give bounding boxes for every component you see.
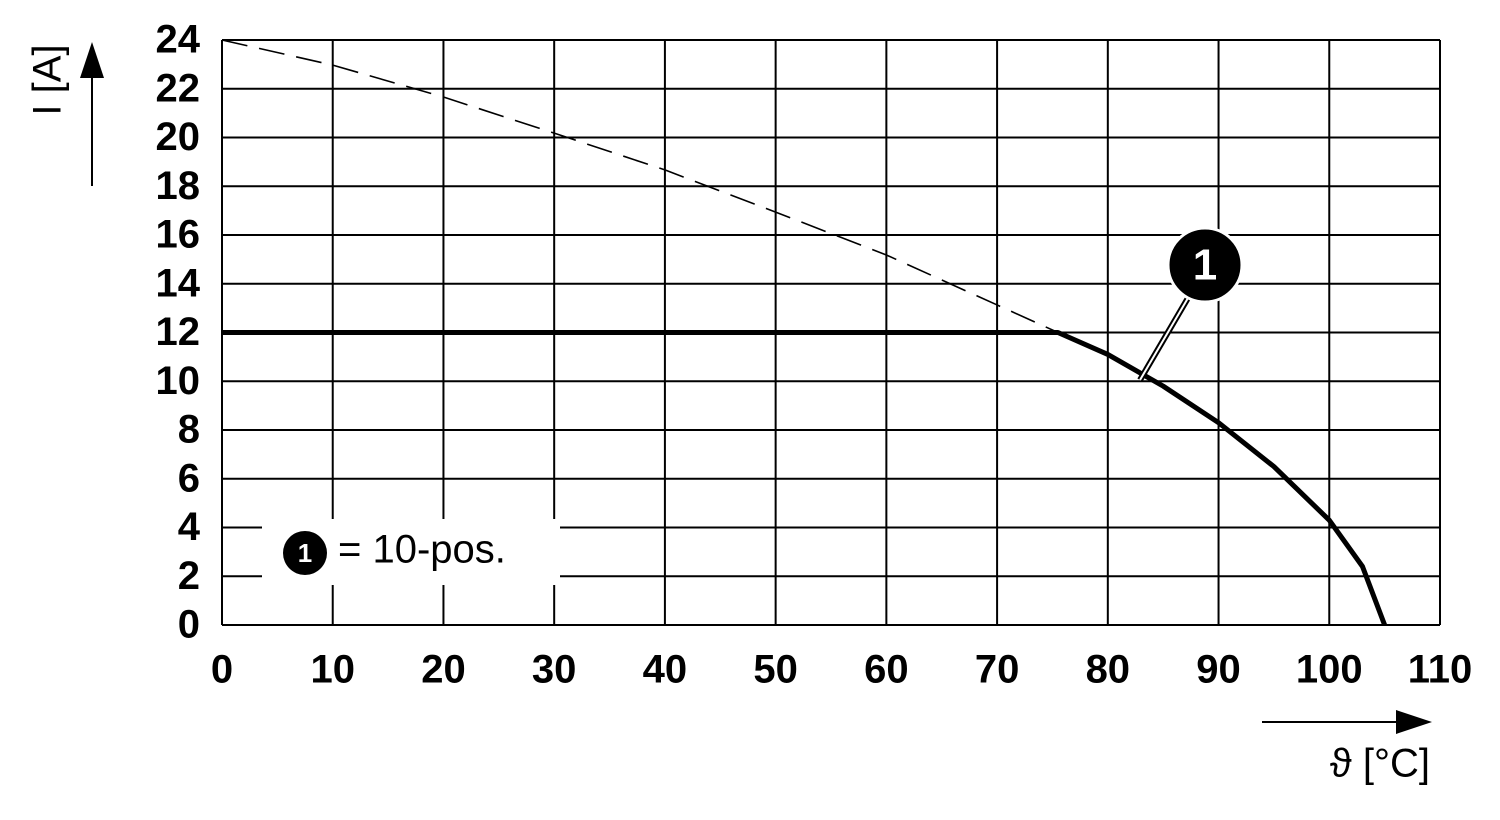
y-tick-label: 16 [156,213,201,257]
y-tick-label: 6 [178,456,200,500]
y-tick-label: 14 [156,261,201,305]
x-tick-label: 0 [211,648,233,692]
y-tick-label: 2 [178,554,200,598]
x-tick-label: 100 [1296,648,1363,692]
y-tick-label: 22 [156,66,201,110]
x-axis-label: ϑ [°C] [1330,742,1430,786]
y-tick-label: 12 [156,310,201,354]
y-tick-label: 0 [178,603,200,647]
callout-pointer [1139,297,1189,381]
x-tick-label: 70 [975,648,1020,692]
legend-text: = 10-pos. [338,528,506,572]
x-tick-label: 50 [753,648,798,692]
x-tick-label: 80 [1086,648,1131,692]
x-arrowhead [1396,710,1432,734]
y-tick-label: 8 [178,408,200,452]
x-tick-label: 30 [532,648,577,692]
y-axis-label: I [A] [26,44,70,115]
x-tick-label: 40 [643,648,688,692]
x-tick-label: 20 [421,648,466,692]
x-tick-label: 60 [864,648,909,692]
y-tick-label: 18 [156,164,201,208]
y-tick-label: 24 [156,18,201,62]
callout-label: 1 [1193,241,1217,290]
x-tick-label: 110 [1408,648,1473,692]
series-line [221,39,1059,334]
x-tick-label: 90 [1196,648,1241,692]
y-arrowhead [80,42,104,78]
y-tick-label: 10 [156,359,201,403]
legend-marker [283,531,327,575]
y-tick-label: 4 [178,505,201,549]
y-tick-label: 20 [156,115,201,159]
x-tick-label: 10 [310,648,355,692]
callout-circle [1166,226,1244,304]
legend-marker-label: 1 [298,538,312,568]
series-line [222,330,1387,626]
